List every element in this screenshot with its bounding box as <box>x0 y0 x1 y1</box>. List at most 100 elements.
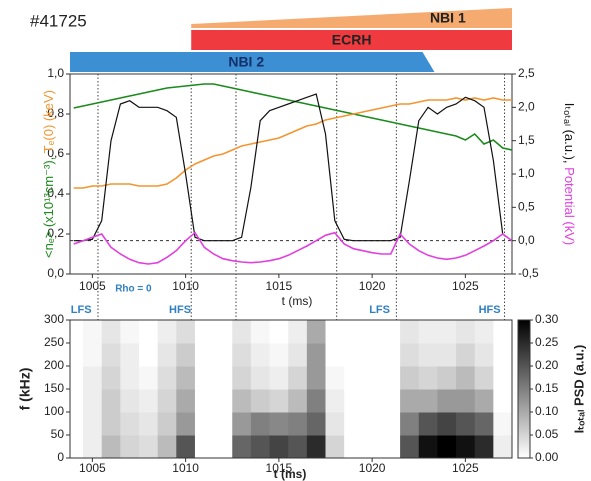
y-tick-label: 300 <box>44 312 64 326</box>
heatmap-cell <box>437 435 457 458</box>
heatmap-cell <box>288 412 308 436</box>
heatmap-cell <box>381 366 401 390</box>
y-tick-label: 200 <box>44 358 64 372</box>
heatmap-cell <box>120 320 140 344</box>
side-label: LFS <box>71 304 92 316</box>
heatmap-cell <box>344 366 364 390</box>
y-axis-title: <nₑ> (x10¹³cm⁻³), Tₑ(0) (keV) <box>41 90 56 258</box>
heatmap-cell <box>176 412 196 436</box>
y-tick-label: 1,0 <box>47 66 64 80</box>
line-series <box>73 231 512 265</box>
heatmap-cell <box>418 343 438 367</box>
colorbar-tick-label: 0.20 <box>535 358 559 372</box>
heatmap-cell <box>400 435 420 458</box>
y-axis-title: f (kHz) <box>17 368 33 411</box>
x-axis-title: t (ms) <box>282 294 313 308</box>
heatmap-cell <box>250 366 271 390</box>
heatmap-cell <box>101 366 121 390</box>
heatmap-cell <box>232 389 252 413</box>
heatmap-cell <box>288 343 308 367</box>
heatmap-cell <box>437 343 457 367</box>
heatmap-cell <box>101 412 121 436</box>
heatmap-cell <box>269 389 289 413</box>
heatmap-cell <box>456 412 476 436</box>
heatmap-cell <box>474 435 494 458</box>
annotation: Rho = 0 <box>115 284 152 295</box>
y2-axis-title-part: Iₜₒₜₐₗ (a.u.), <box>562 103 577 167</box>
heatmap-cell <box>70 435 84 458</box>
y-tick-label: 0,6 <box>47 146 64 160</box>
line-series <box>73 83 512 151</box>
heatmap-cell <box>288 320 308 344</box>
heatmap-cell <box>381 435 401 458</box>
heatmap-cell <box>344 412 364 436</box>
heatmap-cell <box>306 435 327 458</box>
colorbar-tick-label: 0.25 <box>535 335 559 349</box>
heatmap-cell <box>250 435 271 458</box>
heatmap-cell <box>176 366 196 390</box>
heatmap-cell <box>325 366 345 390</box>
y2-tick-label: 1,5 <box>518 133 535 147</box>
x-tick-label: 1015 <box>266 461 293 475</box>
heatmap-cell <box>213 320 233 344</box>
heatmap-cell <box>362 412 382 436</box>
heatmap-cell <box>418 366 438 390</box>
y2-tick-label: 0,5 <box>518 200 535 214</box>
heatmap-cell <box>213 412 233 436</box>
heatmap-cell <box>194 435 215 458</box>
heatmap-cell <box>269 412 289 436</box>
y2-axis-title-part: Potential (kV) <box>562 167 577 245</box>
heatmap-cell <box>325 389 345 413</box>
heatmap-cell <box>232 435 252 458</box>
heatmap-cell <box>176 389 196 413</box>
heatmap-cell <box>213 435 233 458</box>
x-tick-label: 1005 <box>79 279 106 293</box>
heatmap-cell <box>194 320 215 344</box>
y-tick-label: 50 <box>51 427 65 441</box>
heatmap-cell <box>157 389 177 413</box>
heatmap-cell <box>232 343 252 367</box>
heatmap-cell <box>400 412 420 436</box>
x-tick-label: 1020 <box>359 279 386 293</box>
x-tick-label: 1015 <box>266 279 293 293</box>
heatmap-cell <box>418 320 438 344</box>
heatmap-cell <box>325 343 345 367</box>
heatmap-cell <box>493 320 512 344</box>
heatmap-cell <box>269 435 289 458</box>
x-axis-title: t (ms) <box>274 467 307 481</box>
heatmap-cell <box>157 320 177 344</box>
heatmap-cell <box>400 320 420 344</box>
heatmap-cell <box>250 412 271 436</box>
heatmap-cell <box>139 412 159 436</box>
heatmap-cell <box>232 366 252 390</box>
heatmap-cell <box>70 412 84 436</box>
heatmap-cell <box>456 435 476 458</box>
heatmap-cell <box>83 412 103 436</box>
heatmap-cell <box>325 320 345 344</box>
heatmap-cell <box>269 320 289 344</box>
heatmap-cell <box>70 320 84 344</box>
heatmap-cell <box>213 389 233 413</box>
heatmap-cell <box>306 320 327 344</box>
x-tick-label: 1025 <box>452 461 479 475</box>
y2-axis-title: Iₜₒₜₐₗ (a.u.), Potential (kV) <box>562 103 577 245</box>
colorbar-tick-label: 0.30 <box>535 312 559 326</box>
heatmap-cell <box>306 366 327 390</box>
heatmap-cell <box>157 343 177 367</box>
heatmap-cell <box>456 366 476 390</box>
heatmap-cell <box>194 389 215 413</box>
x-tick-label: 1010 <box>172 461 199 475</box>
heatmap-area <box>70 320 512 458</box>
heatmap-cell <box>362 435 382 458</box>
heatmap-cell <box>288 435 308 458</box>
heatmap-cell <box>344 343 364 367</box>
heatmap-cell <box>493 435 512 458</box>
heatmap-cell <box>474 343 494 367</box>
heatmap-cell <box>120 343 140 367</box>
heatmap-cell <box>325 412 345 436</box>
heatmap-cell <box>157 435 177 458</box>
y2-tick-label: 0,0 <box>518 233 535 247</box>
heatmap-cell <box>250 389 271 413</box>
heatmap-cell <box>269 366 289 390</box>
heatmap-cell <box>400 343 420 367</box>
